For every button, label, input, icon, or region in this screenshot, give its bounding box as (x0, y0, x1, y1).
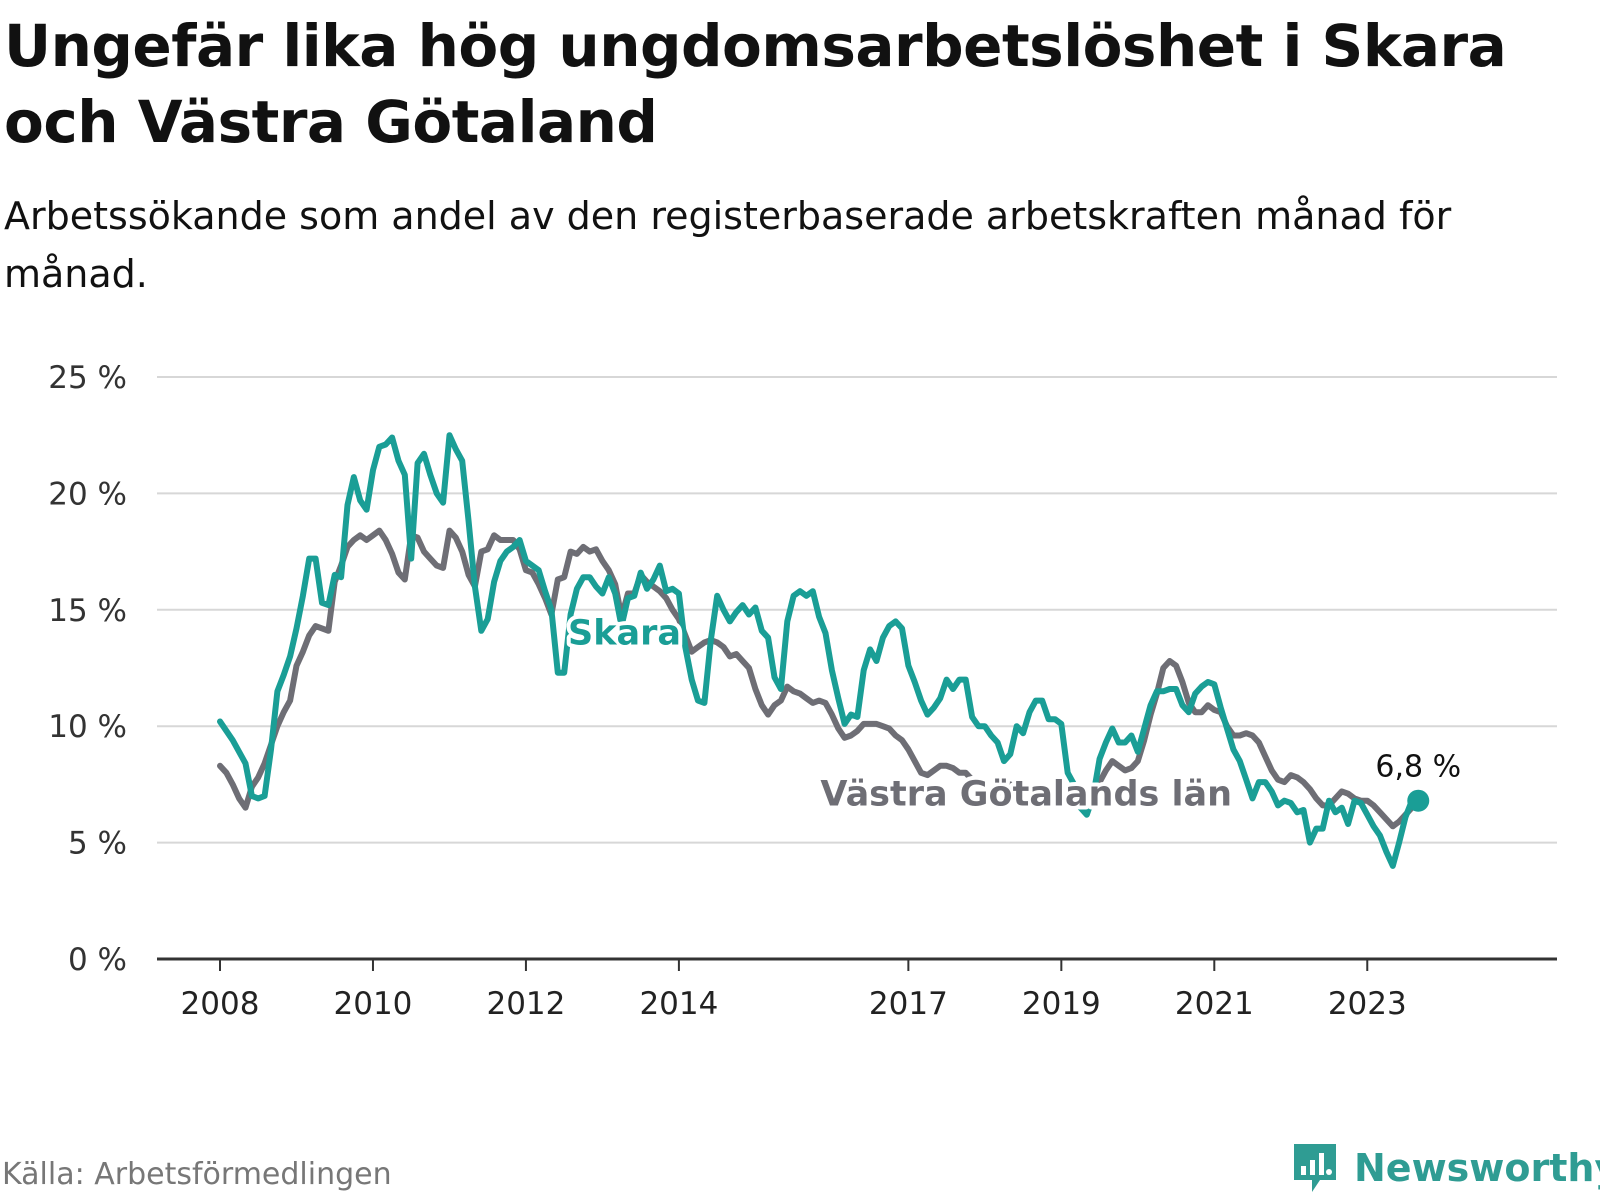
newsworthy-logo-icon (1294, 1144, 1336, 1192)
x-axis-ticks: 2008 2010 2012 2014 2017 2019 2021 2023 (181, 959, 1407, 1022)
x-tick-label: 2019 (1022, 986, 1101, 1022)
x-tick-label: 2012 (486, 986, 565, 1022)
line-chart: 0 %5 %10 %15 %20 %25 % 2008 2010 2012 2014 2… (48, 360, 1557, 1022)
gridlines (157, 376, 1557, 844)
source-note: Källa: Arbetsförmedlingen (2, 1157, 392, 1192)
x-tick-label: 2014 (639, 986, 718, 1022)
brand-logo: Newsworthy (1290, 1138, 1600, 1198)
series-line-skara (217, 432, 1422, 869)
y-tick-label: 20 % (48, 476, 127, 512)
end-value-label: 6,8 % (1375, 750, 1461, 785)
y-tick-label: 10 % (48, 709, 127, 745)
x-tick-label: 2017 (869, 986, 948, 1022)
y-tick-label: 15 % (48, 593, 127, 629)
x-tick-label: 2008 (181, 986, 260, 1022)
x-tick-label: 2021 (1175, 986, 1254, 1022)
x-tick-label: 2023 (1328, 986, 1407, 1022)
series-label-skara: Skara (568, 614, 681, 654)
chart-title: Ungefär lika hög ungdomsarbetslöshet i S… (4, 12, 1507, 156)
chart-subtitle: Arbetssökande som andel av den registerb… (4, 194, 1452, 296)
y-tick-label: 25 % (48, 360, 127, 396)
y-tick-label: 5 % (68, 826, 127, 862)
series-label-vastra-gotalands-lan: Västra Götalands län (820, 774, 1232, 814)
y-axis-ticks: 0 % 5 % 10 % 15 % 20 % 25 % (48, 360, 127, 978)
brand-name: Newsworthy (1354, 1146, 1600, 1190)
x-tick-label: 2010 (334, 986, 413, 1022)
series-end-point-skara (1407, 789, 1430, 812)
y-tick-label: 0 % (68, 942, 127, 978)
